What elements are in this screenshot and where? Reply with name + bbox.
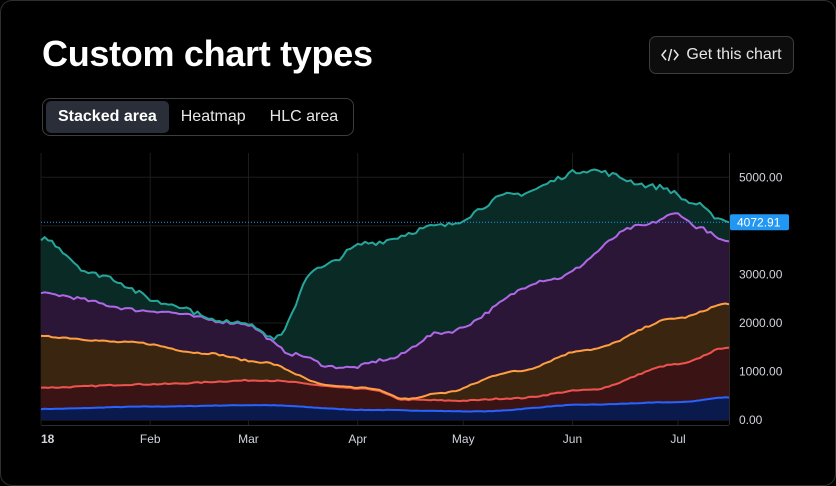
last-value-badge: 4072.91 [730, 214, 789, 231]
x-tick-label: Feb [140, 432, 161, 446]
series-line-4 [40, 212, 730, 370]
x-tick-label: Mar [238, 432, 259, 446]
y-tick-label: 2000.00 [739, 316, 783, 330]
series-area-1 [41, 397, 729, 421]
tab-stacked-area[interactable]: Stacked area [46, 101, 169, 133]
code-icon [661, 48, 680, 62]
x-tick-label: Jul [670, 432, 685, 446]
series-line-1 [40, 396, 730, 413]
series-line-3 [40, 302, 730, 400]
series-area-2 [41, 347, 729, 421]
last-value-badge-bg [730, 214, 789, 231]
x-tick-label: 18 [41, 432, 55, 446]
series-lines [40, 168, 730, 413]
y-tick-label: 3000.00 [739, 267, 783, 281]
get-this-chart-label: Get this chart [686, 46, 782, 63]
tab-heatmap[interactable]: Heatmap [180, 108, 246, 125]
get-this-chart-button[interactable]: Get this chart [649, 36, 794, 74]
page-title: Custom chart types [42, 33, 373, 74]
x-tick-label: May [452, 432, 475, 446]
tab-hlc-area[interactable]: HLC area [269, 108, 339, 125]
x-tick-label: Jun [563, 432, 582, 446]
y-tick-label: 5000.00 [739, 170, 783, 184]
y-tick-label: 1000.00 [739, 365, 783, 379]
x-tick-label: Apr [348, 432, 367, 446]
chart-type-tabs: Stacked area Heatmap HLC area [42, 98, 355, 136]
y-tick-label: 0.00 [739, 413, 763, 427]
last-value-label: 4072.91 [737, 215, 781, 229]
series-line-5 [40, 168, 730, 341]
